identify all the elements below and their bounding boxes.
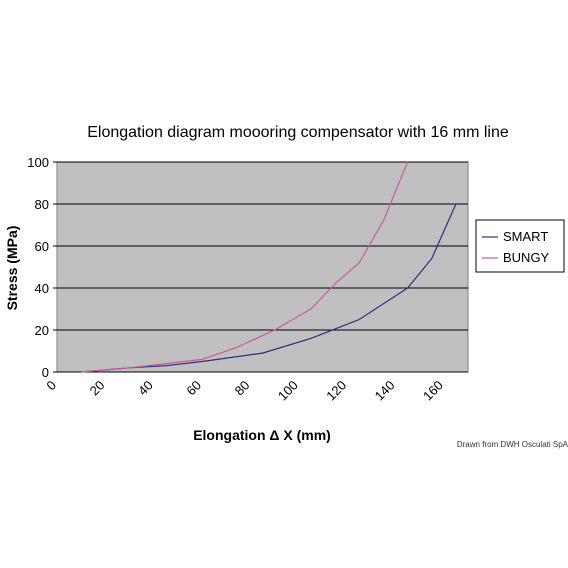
x-axis-ticks: 0 20 40 60 80 100 120 140 160 [43,378,446,404]
y-tick-label-60: 60 [35,239,49,254]
y-tick-label-40: 40 [35,281,49,296]
x-tick-label-0: 0 [43,378,59,394]
plot-area [56,161,469,373]
x-tick-label-20: 20 [87,378,108,399]
y-tick-label-80: 80 [35,197,49,212]
x-tick-label-120: 120 [323,378,349,404]
x-axis-label: Elongation Δ X (mm) [193,427,331,443]
chart-title: Elongation diagram moooring compensator … [87,124,509,141]
x-tick-label-60: 60 [183,378,204,399]
x-tick-label-40: 40 [135,378,156,399]
x-tick-label-100: 100 [275,378,301,404]
x-tick-label-80: 80 [232,378,253,399]
credit-text: Drawn from DWH Osculati SpA [457,440,568,449]
y-tick-label-100: 100 [27,155,49,170]
legend: SMART BUNGY [475,219,565,273]
series-lines [81,161,457,373]
legend-label-smart: SMART [503,229,548,244]
series-line-bungy [81,161,409,373]
y-axis-ticks: 0 20 40 60 80 100 [27,155,57,380]
legend-label-bungy: BUNGY [503,250,550,265]
x-tick-label-140: 140 [372,378,398,404]
y-tick-label-20: 20 [35,323,49,338]
y-axis-label: Stress (MPa) [4,226,20,311]
x-tick-label-160: 160 [420,378,446,404]
y-tick-label-0: 0 [42,365,49,380]
series-line-smart [81,203,457,373]
gridlines [57,161,468,373]
legend-box [475,219,565,273]
